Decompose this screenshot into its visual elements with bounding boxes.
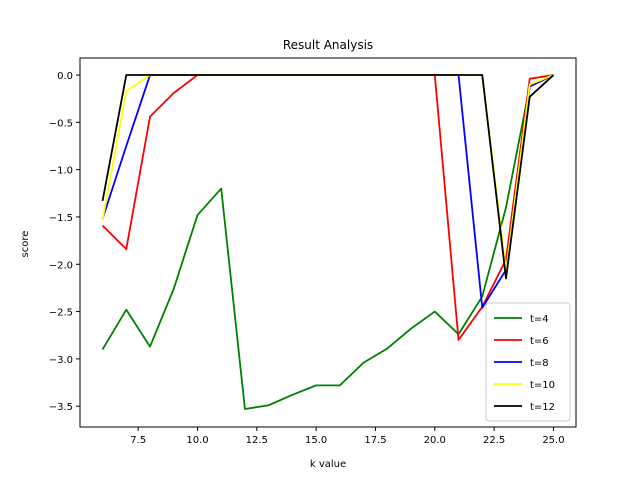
x-tick-label: 25.0 (542, 435, 564, 446)
legend: t=4 t=6 t=8 t=10 t=12 (485, 302, 571, 422)
series-line-t-4 (101, 74, 554, 410)
x-tick-label: 10.0 (186, 435, 208, 446)
legend-label: t=4 (530, 314, 549, 325)
series-line-t-12 (101, 74, 555, 280)
y-tick-label: −1.5 (49, 213, 73, 224)
y-tick-label: −2.0 (49, 260, 73, 271)
axes: 7.5 10.0 12.5 15.0 17.5 20.0 22.5 25.0 0.0 −0.5 −1… (49, 57, 577, 446)
x-tick-label: 7.5 (130, 435, 146, 446)
chart-title: Result Analysis (283, 38, 373, 52)
x-tick-label: 17.5 (364, 435, 386, 446)
y-axis-label: score (20, 231, 31, 258)
x-tick-label: 12.5 (246, 435, 268, 446)
series-lines (101, 74, 555, 410)
y-tick-label: 0.0 (57, 71, 73, 82)
y-tick-label: −0.5 (49, 118, 73, 129)
x-tick-label: 20.0 (424, 435, 446, 446)
legend-box (485, 302, 571, 422)
y-tick-label: −1.0 (49, 166, 73, 177)
legend-label: t=6 (530, 336, 549, 347)
legend-label: t=12 (530, 402, 555, 413)
legend-label: t=8 (530, 358, 549, 369)
axes-frame (79, 57, 577, 428)
legend-label: t=10 (530, 380, 555, 391)
y-tick-label: −2.5 (49, 308, 73, 319)
x-axis-label: k value (310, 459, 346, 470)
y-tick-label: −3.0 (49, 355, 73, 366)
x-tick-label: 15.0 (305, 435, 327, 446)
y-tick-label: −3.5 (49, 402, 73, 413)
x-tick-label: 22.5 (483, 435, 505, 446)
